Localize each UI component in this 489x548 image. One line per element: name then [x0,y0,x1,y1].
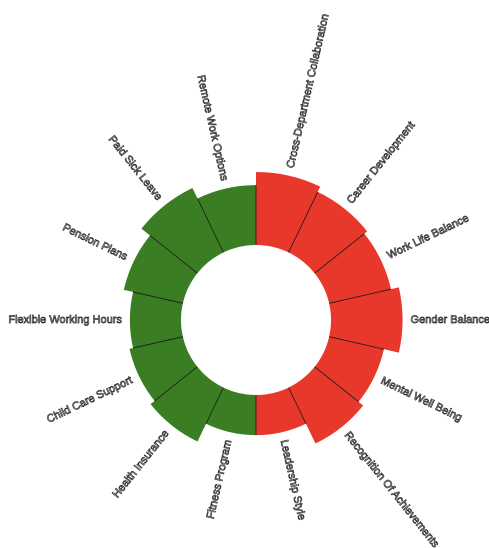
bar-divider [329,288,392,304]
bar-remote-work-options [197,185,256,253]
category-label: Child Care Support [45,374,135,425]
divider-layer [132,185,392,436]
bar-health-insurance [150,366,224,442]
bar-divider [149,235,198,274]
category-label: Paid Sick Leave [106,134,165,203]
category-label: Gender Balance [411,314,489,326]
bar-divider [329,336,385,350]
category-label: Cross-Department Collaboration [285,13,332,169]
bar-divider [205,387,224,424]
category-label: Career Development [345,119,418,206]
bar-flexible-working-hours [129,291,183,349]
bar-divider [154,366,198,402]
bar-child-care-support [129,336,198,401]
category-label: Remote Work Options [194,74,230,182]
bar-divider [314,233,365,274]
bar-recognition-of-achievements [288,366,364,444]
label-layer: Cross-Department Collaboration Career Dev… [8,12,489,548]
bar-leadership-style [256,387,306,436]
bar-work-life-balance [314,233,392,304]
category-label: Mental Well Being [379,375,464,424]
bar-divider [132,336,183,349]
category-label: Leadership Style [278,439,308,522]
bar-divider [132,291,183,304]
bar-layer [123,172,403,444]
bar-pension-plans [123,235,198,304]
bar-mental-well-being [314,336,384,402]
bar-cross-department-collaboration [256,172,321,253]
bar-fitness-program [206,387,256,436]
category-label: Pension Plans [61,222,130,264]
bar-divider [314,366,359,403]
category-label: Fitness Program [205,439,235,520]
bar-divider [197,198,224,253]
category-label: Flexible Working Hours [8,314,122,326]
bar-gender-balance [329,287,403,353]
bar-divider [288,191,319,253]
bar-paid-sick-leave [141,187,224,274]
category-label: Recognition Of Achievements [342,430,442,548]
category-label: Health Insurance [110,428,171,501]
category-label: Work Life Balance [385,212,470,261]
bar-divider [288,387,307,424]
